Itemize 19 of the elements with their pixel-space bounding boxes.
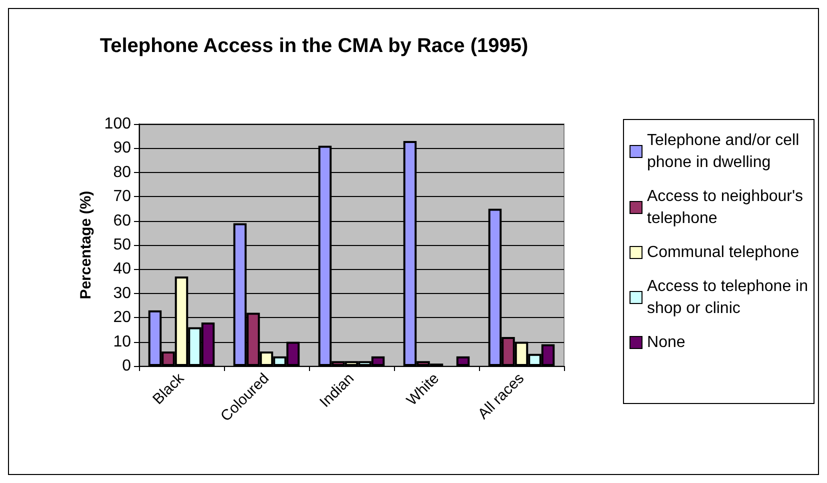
bar <box>456 356 470 366</box>
y-tick-label: 0 <box>122 358 132 374</box>
y-tick-label: 90 <box>113 140 132 157</box>
legend-label: Access to neighbour's telephone <box>647 188 804 227</box>
y-axis-title: Percentage (%) <box>77 190 94 300</box>
y-tick-label: 10 <box>113 333 132 350</box>
chart-title: Telephone Access in the CMA by Race (1995) <box>100 35 528 57</box>
legend-label: Telephone and/or cell phone in dwelling <box>647 132 800 171</box>
legend-label: Communal telephone <box>647 244 800 261</box>
legend-label: None <box>647 334 686 351</box>
y-tick-label: 80 <box>113 164 132 181</box>
y-tick-label: 100 <box>104 116 132 132</box>
legend-label: Access to telephone in shop or clinic <box>647 278 808 317</box>
y-tick-label: 40 <box>113 260 132 278</box>
y-tick-label: 30 <box>113 284 132 302</box>
y-tick-label: 60 <box>113 212 132 230</box>
y-tick-label: 50 <box>113 236 132 254</box>
y-tick-label: 70 <box>113 188 132 206</box>
y-tick-label: 20 <box>113 309 132 326</box>
